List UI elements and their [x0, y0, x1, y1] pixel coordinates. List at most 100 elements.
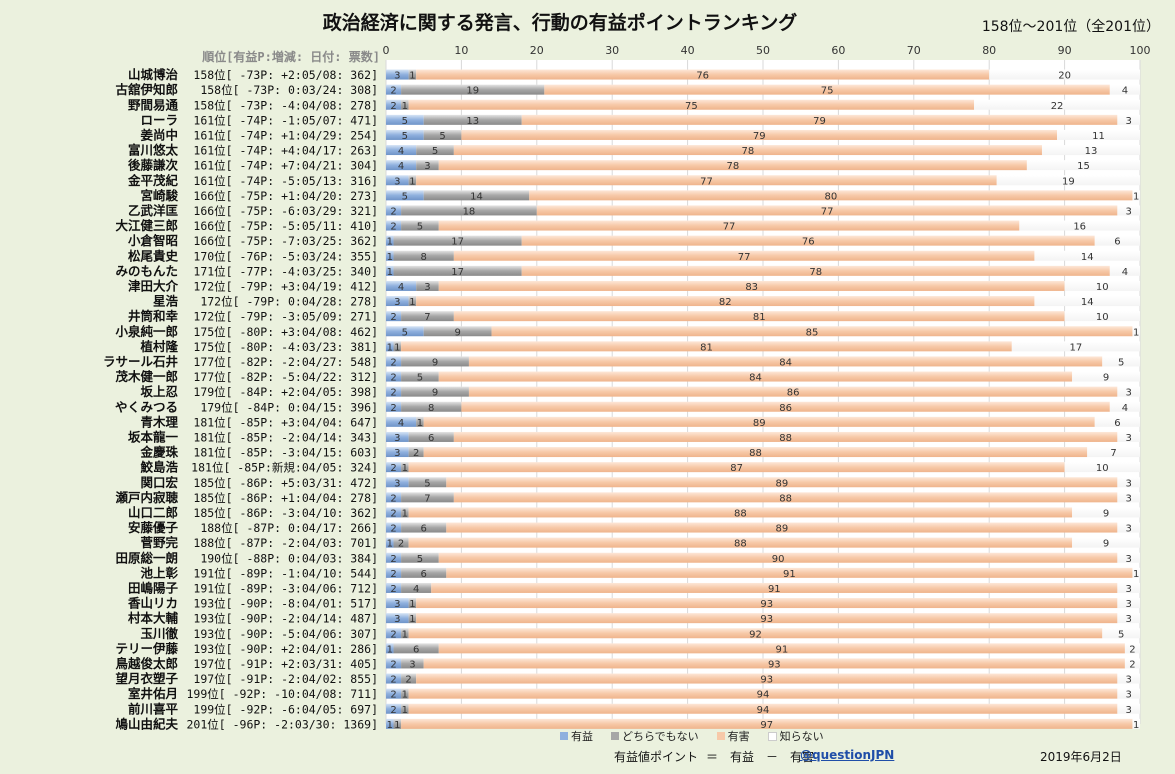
data-label: 13 [1085, 146, 1098, 157]
bar-row [386, 462, 1140, 473]
bar-row [386, 205, 1140, 216]
bar-segment-harmful [521, 235, 1095, 246]
data-label: 9 [1103, 373, 1109, 384]
data-label: 75 [821, 86, 834, 97]
bar-row [386, 643, 1140, 654]
data-label: 14 [1081, 252, 1094, 263]
data-label: 3 [394, 448, 400, 459]
data-label: 78 [809, 267, 822, 278]
twitter-handle-link[interactable]: @questionJPN [800, 748, 895, 762]
row-name: 山口二郎 [128, 505, 178, 520]
bar-segment-neutral [401, 311, 454, 322]
data-label: 86 [779, 403, 792, 414]
bar-segment-harmful [453, 431, 1118, 442]
data-label: 79 [813, 116, 826, 127]
bar-segment-useful [386, 371, 402, 382]
data-label: 1 [409, 599, 415, 610]
data-label: 81 [753, 312, 766, 323]
data-label: 1 [409, 176, 415, 187]
bar-segment-unknown [1102, 628, 1140, 639]
data-label: 1 [1133, 569, 1139, 580]
data-label: 15 [1077, 161, 1090, 172]
bar-segment-useful [386, 326, 424, 337]
data-label: 4 [398, 161, 404, 172]
data-label: 2 [390, 524, 396, 535]
data-label: 3 [1126, 116, 1132, 127]
data-label: 9 [432, 357, 438, 368]
row-name: 関口宏 [140, 475, 178, 490]
row-name: 青木理 [140, 414, 178, 429]
row-rank-info: 201位[ -96P: -2:03/30: 1369] [186, 717, 378, 731]
bar-segment-useful [386, 688, 402, 699]
row-rank-info: 171位[ -77P: -4:03/25: 340] [193, 264, 378, 278]
row-rank-info: 166位[ -75P: -5:05/11: 410] [193, 219, 378, 233]
row-name: 小倉智昭 [127, 233, 178, 248]
bar-segment-useful [386, 447, 409, 458]
data-label: 1 [387, 539, 393, 550]
data-label: 1 [394, 342, 400, 353]
row-name: 安藤優子 [128, 520, 179, 535]
legend-swatch-useful [560, 732, 568, 740]
row-name: 坂上忍 [140, 384, 178, 399]
data-label: 2 [390, 206, 396, 217]
bar-row [386, 99, 1140, 110]
bar-segment-neutral [401, 386, 469, 397]
data-label: 94 [757, 690, 770, 701]
bar-row [386, 371, 1140, 382]
bar-segment-harmful [438, 160, 1027, 171]
bar-segment-useful [386, 718, 394, 729]
x-tick-label: 60 [831, 44, 845, 57]
data-label: 5 [417, 222, 423, 233]
bar-segment-neutral [401, 582, 432, 593]
row-name: 井筒和幸 [128, 309, 179, 324]
bar-segment-neutral [401, 99, 409, 110]
row-rank-info: 161位[ -74P: +4:04/17: 263] [193, 144, 378, 158]
bar-segment-harmful [453, 145, 1042, 156]
bar-segment-harmful [408, 688, 1118, 699]
bar-segment-neutral [393, 341, 402, 352]
bar-row [386, 613, 1140, 624]
bar-segment-unknown [989, 69, 1140, 80]
bar-row [386, 69, 1140, 80]
data-label: 2 [413, 448, 419, 459]
x-tick-label: 80 [982, 44, 996, 57]
data-label: 76 [696, 71, 709, 82]
bar-segment-harmful [401, 341, 1012, 352]
row-name: 姜尚中 [140, 127, 178, 142]
data-label: 2 [390, 388, 396, 399]
bar-segment-unknown [1117, 613, 1140, 624]
row-rank-info: 185位[ -86P: +5:03/31: 472] [193, 476, 378, 490]
data-label: 1 [409, 297, 415, 308]
bar-segment-unknown [1132, 190, 1140, 201]
bar-row [386, 477, 1140, 488]
data-label: 93 [760, 675, 773, 686]
bar-segment-neutral [416, 280, 439, 291]
bar-segment-unknown [1094, 416, 1140, 427]
data-label: 8 [428, 403, 434, 414]
row-rank-info: 161位[ -74P: +1:04/29: 254] [193, 128, 378, 142]
row-rank-info: 191位[ -89P: -3:04/06: 712] [193, 581, 378, 595]
data-label: 5 [439, 131, 445, 142]
data-label: 2 [390, 554, 396, 565]
bar-segment-useful [386, 341, 394, 352]
row-name: 金平茂紀 [127, 173, 179, 188]
bar-segment-unknown [1117, 114, 1140, 125]
row-rank-info: 193位[ -90P: +2:04/01: 286] [193, 642, 378, 656]
data-label: 1 [402, 629, 408, 640]
bar-segment-useful [386, 69, 409, 80]
bar-row [386, 265, 1140, 276]
row-rank-info: 179位[ -84P: 0:04/15: 396] [200, 400, 378, 414]
data-label: 3 [1126, 584, 1132, 595]
bar-segment-neutral [401, 401, 462, 412]
bar-row [386, 522, 1140, 533]
bar-segment-unknown [1019, 220, 1140, 231]
column-header: 順位[有益P:増減: 日付: 票数] [202, 50, 380, 64]
data-label: 2 [390, 101, 396, 112]
bar-segment-unknown [1034, 296, 1140, 307]
bar-row [386, 582, 1140, 593]
data-label: 89 [775, 478, 788, 489]
bar-segment-harmful [408, 537, 1073, 548]
bar-segment-useful [386, 492, 402, 503]
legend-swatch-neutral [611, 732, 619, 740]
